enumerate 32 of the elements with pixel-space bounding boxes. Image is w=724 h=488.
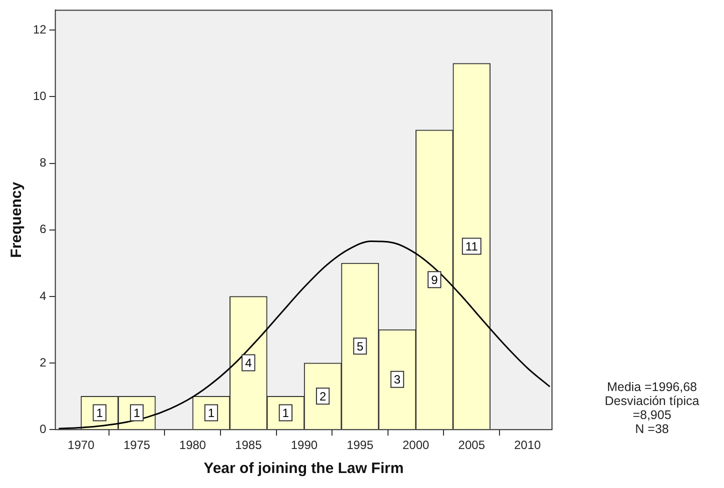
y-tick-label: 4	[40, 288, 47, 303]
x-tick-label: 1990	[290, 438, 318, 452]
x-tick-label: 1995	[346, 438, 374, 452]
text: Desviación típica =8,905	[604, 394, 700, 422]
x-tick-label: 1970	[68, 438, 95, 452]
data-label: 1	[96, 406, 104, 420]
line-series	[58, 240, 551, 430]
y-tick-label: 8	[40, 156, 47, 170]
data-label: 9	[431, 272, 438, 287]
y-tick-label: 0	[40, 422, 47, 436]
x-tick-label: 2000	[402, 438, 430, 452]
x-axis-title: Year of joining the Law Firm	[204, 460, 404, 478]
data-label: 4	[245, 356, 252, 370]
data-label: 5	[356, 339, 364, 354]
y-tick-label: 12	[32, 22, 47, 36]
x-tick-label: 1975	[123, 438, 150, 452]
x-tick-label: 2010	[514, 438, 542, 452]
y-tick-label: 2	[40, 355, 47, 370]
y-tick-label: 10	[32, 89, 47, 104]
data-label: 2	[319, 389, 326, 404]
text: Media =1996,68	[606, 380, 698, 394]
data-label: 3	[394, 372, 401, 387]
x-tick-label: 1980	[179, 438, 206, 452]
x-tick-label: 2005	[458, 438, 486, 452]
data-label: 1	[282, 406, 290, 420]
data-label: 1	[208, 406, 215, 420]
data-label: 1	[133, 406, 140, 420]
text: N =38	[634, 422, 670, 436]
data-label: 11	[465, 240, 478, 254]
y-axis-title: Frequency	[8, 181, 26, 258]
x-tick-label: 1985	[235, 438, 262, 452]
y-tick-label: 6	[40, 222, 47, 236]
